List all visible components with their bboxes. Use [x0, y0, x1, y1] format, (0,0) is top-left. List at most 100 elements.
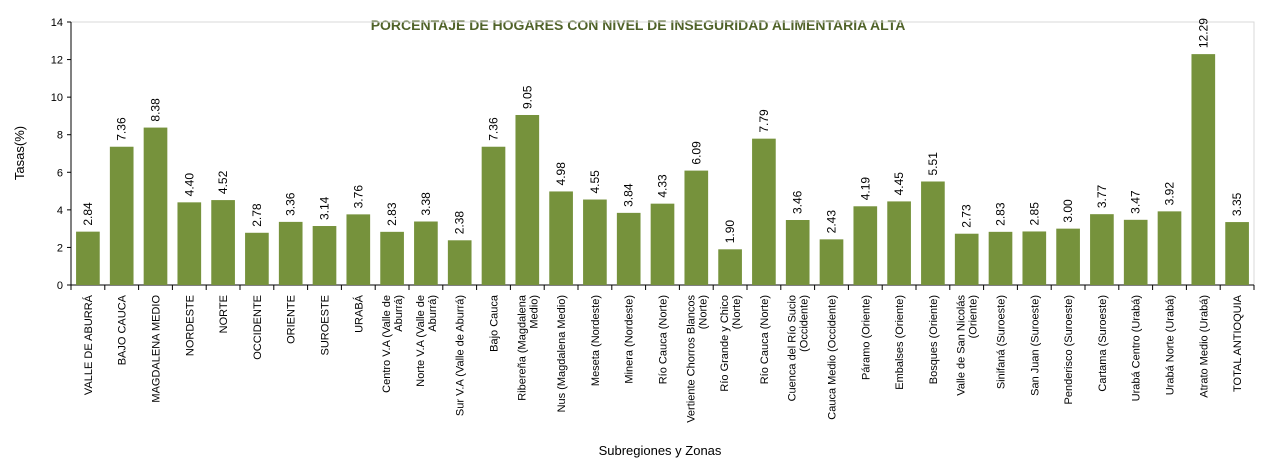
chart-title: PORCENTAJE DE HOGARES CON NIVEL DE INSEG… [371, 17, 906, 33]
plot-area: 0 2 4 6 8 10 12 14 2.84 VALLE DE ABURRÁ 7.36 BAJO C… [51, 17, 1255, 423]
y-tick-label: 2 [57, 242, 63, 254]
bar [853, 206, 878, 285]
x-category-label: San Juan (Suroeste) [1029, 295, 1041, 396]
bar [1157, 211, 1182, 285]
data-label: 3.36 [284, 192, 298, 216]
data-label: 3.47 [1129, 190, 1143, 214]
x-category-label: Aburrá) [393, 295, 405, 332]
y-tick-label: 8 [57, 130, 63, 142]
bar [583, 199, 607, 285]
bar [650, 203, 675, 285]
bar [819, 239, 844, 285]
data-label: 3.84 [622, 183, 636, 207]
data-label: 2.78 [250, 203, 264, 227]
data-label: 8.38 [149, 98, 163, 122]
x-category-label: Minera (Nordeste) [624, 295, 636, 384]
x-category-label: Urabá Centro (Urabá) [1131, 295, 1143, 401]
data-label: 2.43 [825, 210, 839, 234]
x-category-label: Urabá Norte (Urabá) [1165, 295, 1177, 395]
data-label: 2.83 [994, 202, 1008, 226]
x-category-label: Cauca Medio (Occidente) [827, 295, 839, 420]
data-label: 2.83 [385, 202, 399, 226]
data-label: 4.40 [182, 173, 196, 197]
bar [887, 201, 911, 285]
data-label: 5.51 [926, 152, 940, 176]
x-category-label: Ribereña (Magdalena [516, 294, 528, 401]
y-tick-label: 0 [57, 280, 63, 292]
data-label: 3.35 [1230, 192, 1244, 216]
data-label: 2.73 [960, 204, 974, 228]
data-label: 7.79 [757, 109, 771, 133]
bar [76, 231, 100, 285]
x-category-label: Páramo (Oriente) [860, 295, 872, 380]
x-category-label: (Norte) [697, 295, 709, 329]
bar [1056, 228, 1080, 285]
bar [988, 231, 1013, 285]
bar [278, 221, 303, 285]
data-label: 7.36 [115, 117, 129, 141]
x-category-label: Bosques (Oriente) [928, 295, 940, 384]
bar [447, 240, 472, 285]
bar [1225, 222, 1249, 285]
x-category-label: (Occidente) [799, 295, 811, 352]
data-label: 9.05 [520, 85, 534, 109]
data-label: 3.77 [1095, 184, 1109, 208]
bar [481, 146, 506, 285]
data-label: 3.38 [419, 192, 433, 216]
data-label: 3.46 [791, 190, 805, 214]
bar [211, 200, 235, 285]
bar [414, 221, 438, 285]
data-label: 12.29 [1196, 18, 1210, 48]
x-category-label: VALLE DE ABURRÁ [82, 294, 95, 395]
x-category-label: Centro V.A (Valle de [381, 295, 393, 393]
y-tick-label: 10 [51, 92, 63, 104]
data-label: 7.36 [487, 117, 501, 141]
x-category-label: MAGDALENA MEDIO [151, 295, 163, 403]
data-label: 4.33 [656, 174, 670, 198]
bar [921, 181, 945, 285]
data-label: 4.45 [892, 172, 906, 196]
x-category-label: Bajo Cauca [489, 294, 501, 352]
y-tick-label: 14 [51, 17, 63, 29]
x-category-label: ORIENTE [286, 295, 298, 344]
bar [752, 138, 776, 285]
x-category-label: Embalses (Oriente) [894, 295, 906, 390]
data-label: 3.92 [1163, 182, 1177, 206]
x-category-label: Cartama (Suroeste) [1097, 295, 1109, 392]
bar [346, 214, 371, 285]
x-category-label: OCCIDENTE [252, 295, 264, 360]
x-category-label: (Norte) [731, 295, 743, 329]
bar [1191, 54, 1216, 286]
x-category-label: Meseta (Nordeste) [590, 295, 602, 386]
x-category-label: Penderisco (Suroeste) [1063, 295, 1075, 404]
bar [954, 233, 979, 285]
y-tick-label: 4 [57, 205, 63, 217]
bar [1123, 219, 1148, 285]
x-category-label: URABÁ [352, 294, 365, 333]
bar [380, 231, 404, 285]
x-category-label: Cuenca del Río Sucio [787, 295, 799, 401]
x-category-label: Medio) [528, 295, 540, 329]
x-category-label: Vertiente Chorros Blancos [685, 295, 697, 423]
data-label: 4.52 [216, 170, 230, 194]
data-label: 1.90 [723, 220, 737, 244]
bar [616, 212, 641, 285]
data-label: 2.38 [453, 211, 467, 235]
data-label: 2.85 [1027, 202, 1041, 226]
x-category-label: (Oriente) [968, 295, 980, 338]
data-label: 4.19 [858, 177, 872, 201]
data-label: 4.55 [588, 170, 602, 194]
x-category-label: TOTAL ANTIOQUIA [1232, 294, 1244, 392]
y-tick-label: 12 [51, 55, 63, 67]
bar [109, 146, 134, 285]
bar [245, 232, 269, 285]
data-label: 6.09 [689, 141, 703, 165]
x-category-label: Nus (Magdalena Medio) [556, 295, 568, 412]
bar [1022, 231, 1047, 285]
bar [177, 202, 202, 285]
data-label: 2.84 [81, 202, 95, 226]
x-category-label: NORDESTE [184, 295, 196, 356]
y-axis-title: Tasas(%) [12, 126, 27, 180]
x-category-label: Aburrá) [427, 295, 439, 332]
